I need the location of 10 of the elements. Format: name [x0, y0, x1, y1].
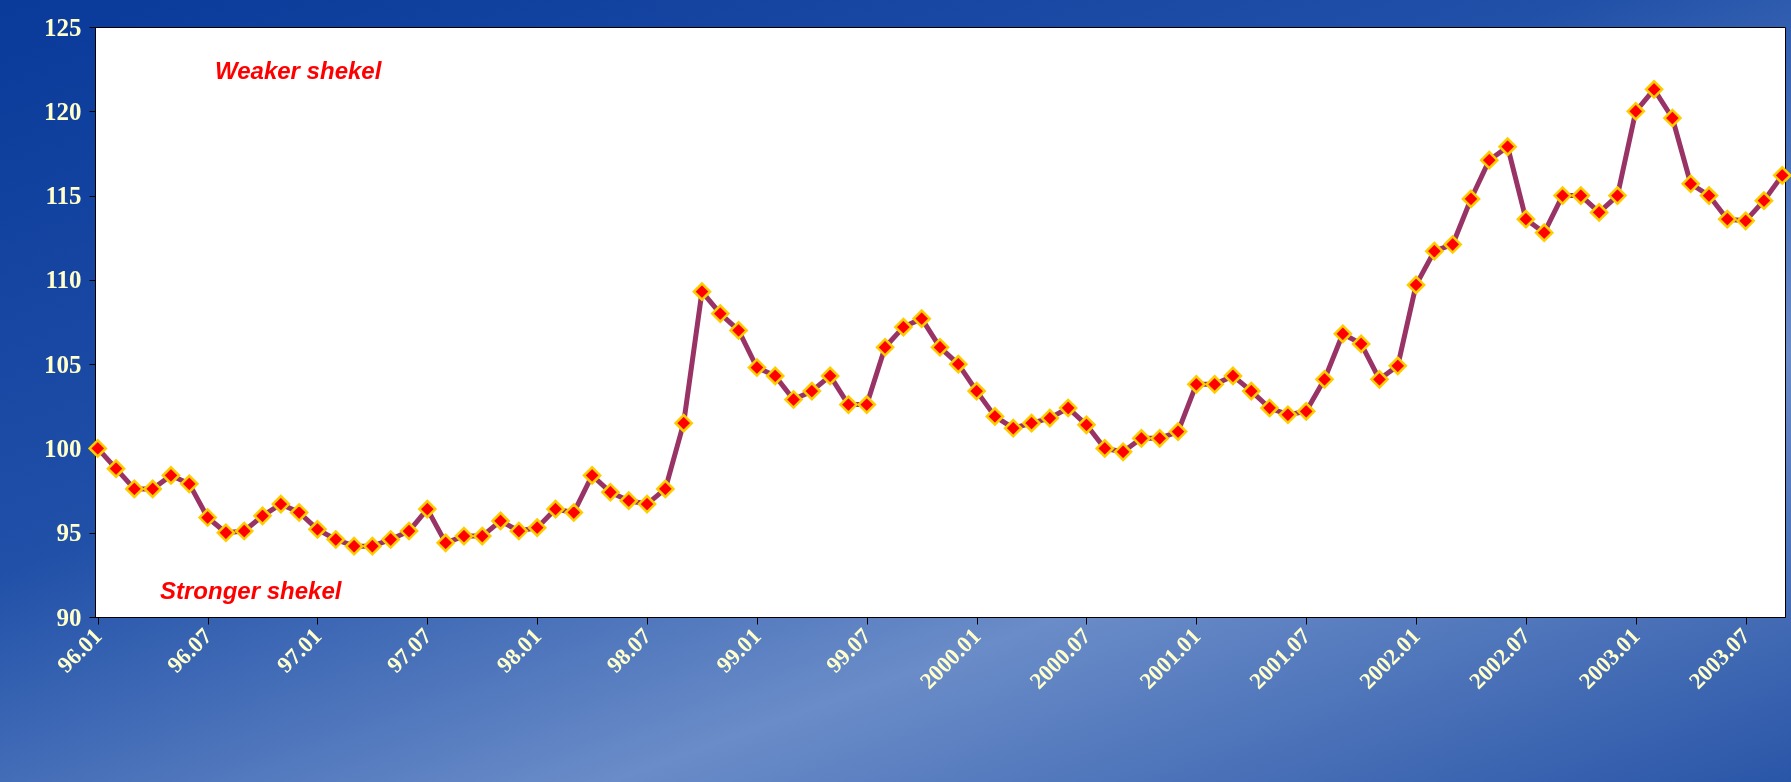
y-tick-label: 105	[44, 350, 82, 378]
y-tick-label: 100	[44, 434, 82, 462]
y-tick-label: 115	[45, 182, 82, 210]
y-tick-label: 125	[44, 13, 82, 41]
y-tick-label: 110	[45, 266, 82, 294]
y-tick-label: 120	[44, 97, 82, 125]
y-tick-label: 95	[56, 519, 82, 547]
annotation: Weaker shekel	[215, 57, 383, 84]
y-tick-label: 90	[56, 603, 82, 631]
annotation: Stronger shekel	[160, 577, 343, 604]
